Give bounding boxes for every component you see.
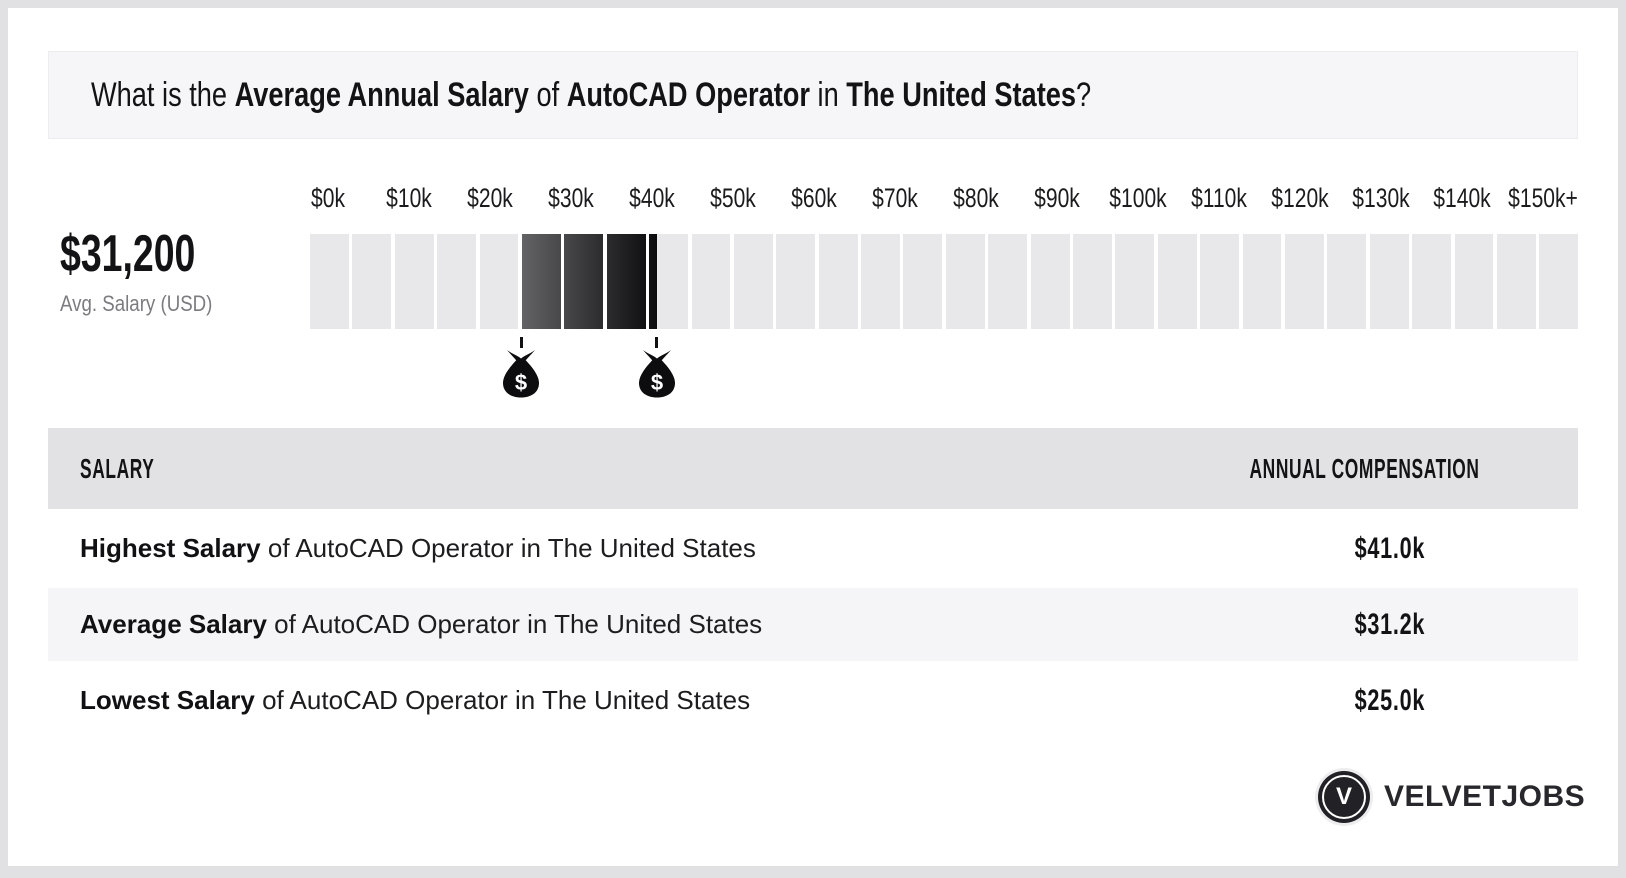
salary-range-bar bbox=[310, 234, 1579, 329]
brand-logo: V VELVETJOBS bbox=[1318, 771, 1585, 823]
axis-tick-label: $0k bbox=[311, 183, 345, 213]
average-salary-amount: $31,200 bbox=[60, 225, 196, 283]
axis-tick-label: $10k bbox=[386, 183, 432, 213]
bar-segment bbox=[1496, 234, 1536, 329]
bar-segment bbox=[1454, 234, 1494, 329]
title-segment: AutoCAD Operator bbox=[566, 75, 810, 114]
brand-name: VELVETJOBS bbox=[1384, 780, 1586, 813]
bar-segment bbox=[394, 234, 434, 329]
money-bag-icon-lowest: $ bbox=[503, 350, 540, 398]
bar-segment bbox=[1200, 234, 1240, 329]
bar-segment bbox=[606, 234, 646, 329]
bar-segment bbox=[733, 234, 773, 329]
infographic-page: What is the Average Annual Salary of Aut… bbox=[8, 8, 1618, 866]
range-tick-lowest bbox=[519, 337, 523, 348]
row-label-cell: Average Salary of AutoCAD Operator in Th… bbox=[48, 609, 1230, 640]
svg-text:$: $ bbox=[515, 370, 527, 395]
title-segment: The United States bbox=[846, 75, 1077, 114]
range-tick-highest bbox=[655, 337, 659, 348]
axis-tick-label: $80k bbox=[953, 183, 999, 213]
row-value-cell: $25.0k bbox=[1230, 684, 1550, 718]
average-salary-table-value: $31.2k bbox=[1354, 607, 1426, 641]
table-row-average-salary: Average Salary of AutoCAD Operator in Th… bbox=[48, 588, 1578, 661]
bar-segment bbox=[861, 234, 900, 329]
bar-segment bbox=[818, 234, 858, 329]
axis-tick-label: $140k bbox=[1433, 183, 1491, 213]
axis-tick-label: $40k bbox=[629, 183, 675, 213]
row-label-cell: Lowest Salary of AutoCAD Operator in The… bbox=[48, 685, 1230, 716]
money-bag-body bbox=[638, 360, 675, 398]
bar-segment bbox=[1115, 234, 1155, 329]
bar-segment bbox=[1412, 234, 1452, 329]
title-segment: in bbox=[809, 75, 847, 114]
money-bag-body bbox=[503, 360, 540, 398]
row-label-cell: Highest Salary of AutoCAD Operator in Th… bbox=[48, 533, 1230, 564]
axis-tick-label: $50k bbox=[710, 183, 756, 213]
axis-tick-label: $110k bbox=[1191, 183, 1247, 213]
table-row-highest-salary: Highest Salary of AutoCAD Operator in Th… bbox=[48, 512, 1578, 585]
axis-tick-label: $30k bbox=[548, 183, 594, 213]
row-value-cell: $31.2k bbox=[1230, 608, 1550, 642]
bar-segment bbox=[1073, 234, 1112, 329]
svg-text:$: $ bbox=[650, 370, 662, 395]
salary-column-title: SALARY bbox=[80, 452, 155, 484]
money-bag-knot bbox=[507, 350, 536, 362]
axis-tick-label: $120k bbox=[1271, 183, 1329, 213]
salary-caption: Avg. Salary (USD) bbox=[60, 291, 213, 317]
average-salary-summary: $31,200 / year Avg. Salary (USD) bbox=[60, 225, 270, 500]
title-segment: What is the bbox=[91, 75, 235, 114]
table-row-lowest-salary: Lowest Salary of AutoCAD Operator in The… bbox=[48, 664, 1578, 737]
bar-segment bbox=[1284, 234, 1324, 329]
bar-segment bbox=[1369, 234, 1409, 329]
average-salary-value: $31,200 bbox=[60, 225, 196, 283]
title-segment: of bbox=[528, 75, 567, 114]
row-value-cell: $41.0k bbox=[1230, 532, 1550, 566]
bar-segment bbox=[988, 234, 1028, 329]
axis-tick-label: $150k+ bbox=[1508, 183, 1578, 213]
bar-segment bbox=[352, 234, 392, 329]
bar-segment bbox=[437, 234, 477, 329]
bar-segment bbox=[479, 234, 519, 329]
money-bag-knot bbox=[642, 350, 671, 362]
bar-segment bbox=[1327, 234, 1367, 329]
velvetjobs-v-icon: V bbox=[1318, 771, 1370, 823]
bar-segment bbox=[649, 234, 689, 329]
bar-segment bbox=[1539, 234, 1579, 329]
table-header-salary-cell: SALARY bbox=[48, 453, 1179, 485]
compensation-column-title: ANNUAL COMPENSATION bbox=[1249, 452, 1480, 484]
page-title: What is the Average Annual Salary of Aut… bbox=[91, 76, 1091, 115]
bar-segment bbox=[521, 234, 561, 329]
title-segment: ? bbox=[1076, 75, 1092, 114]
highest-salary-value: $41.0k bbox=[1354, 531, 1426, 565]
axis-tick-label: $130k bbox=[1352, 183, 1410, 213]
bar-segment bbox=[564, 234, 604, 329]
bar-segment bbox=[776, 234, 816, 329]
row-label: Lowest Salary of AutoCAD Operator in The… bbox=[80, 685, 751, 715]
axis-tick-label: $100k bbox=[1109, 183, 1167, 213]
salary-table: SALARY ANNUAL COMPENSATION Highest Salar… bbox=[48, 428, 1578, 737]
money-bag-icon-highest: $ bbox=[638, 350, 675, 398]
table-header-row: SALARY ANNUAL COMPENSATION bbox=[48, 428, 1578, 509]
axis-tick-label: $90k bbox=[1034, 183, 1080, 213]
bar-segment bbox=[1157, 234, 1197, 329]
lowest-salary-value: $25.0k bbox=[1354, 683, 1426, 717]
table-header-compensation-cell: ANNUAL COMPENSATION bbox=[1179, 453, 1550, 485]
axis-tick-label: $20k bbox=[467, 183, 513, 213]
bar-segment bbox=[1242, 234, 1282, 329]
header-panel: What is the Average Annual Salary of Aut… bbox=[48, 51, 1578, 139]
bar-segment bbox=[945, 234, 985, 329]
row-label: Average Salary of AutoCAD Operator in Th… bbox=[80, 609, 763, 639]
bar-segment bbox=[903, 234, 943, 329]
bar-segment bbox=[310, 234, 349, 329]
bar-segment bbox=[1030, 234, 1070, 329]
bar-segment bbox=[691, 234, 731, 329]
row-label: Highest Salary of AutoCAD Operator in Th… bbox=[80, 533, 756, 563]
logo-letter: V bbox=[1335, 783, 1352, 810]
axis-tick-label: $60k bbox=[791, 183, 837, 213]
title-segment: Average Annual Salary bbox=[234, 75, 529, 114]
axis-tick-label: $70k bbox=[872, 183, 918, 213]
